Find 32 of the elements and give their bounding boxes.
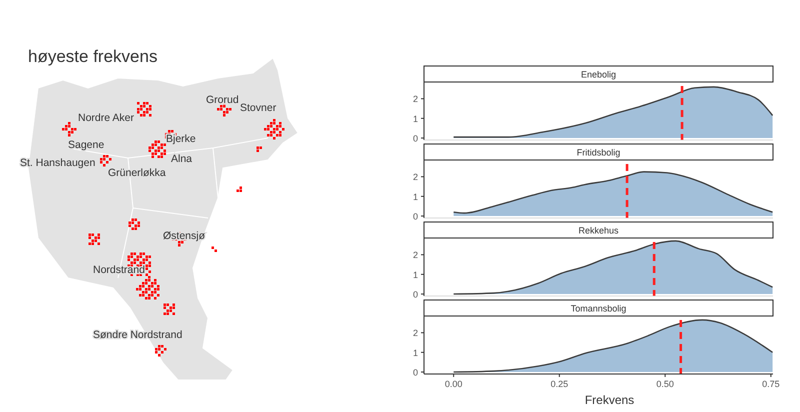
text: Nordre Aker — [78, 112, 135, 124]
x-tick-label: 0.25 — [550, 379, 568, 389]
y-tick-label: 0 — [412, 212, 418, 222]
y-tick-label: 2 — [412, 250, 418, 260]
y-tick-label: 2 — [412, 94, 418, 104]
chart-title: Rekkehus — [578, 226, 620, 236]
y-tick-label: 1 — [412, 270, 418, 280]
chart-title: Enebolig — [580, 70, 616, 80]
text: Grorud — [206, 94, 239, 106]
text: høyeste frekvens — [28, 47, 158, 66]
y-tick-label: 0 — [412, 290, 418, 300]
y-tick-label: 1 — [412, 114, 418, 124]
chart-title: Fritidsbolig — [576, 148, 620, 158]
text: Stovner — [240, 102, 277, 114]
y-tick-label: 2 — [412, 328, 418, 338]
x-tick-label: 0.50 — [656, 379, 674, 389]
text: Alna — [171, 153, 192, 165]
y-tick-label: 0 — [412, 368, 418, 378]
text: Søndre Nordstrand — [93, 329, 182, 341]
text: Grünerløkka — [108, 167, 166, 179]
chart-title: Tomannsbolig — [570, 304, 626, 314]
x-axis-title: Frekvens — [584, 393, 634, 407]
text: Bjerke — [166, 133, 196, 145]
text: Sagene — [68, 139, 104, 151]
x-tick-label: 0.75 — [762, 379, 780, 389]
y-tick-label: 1 — [412, 348, 418, 358]
text: Østensjø — [163, 230, 206, 242]
x-tick-label: 0.00 — [444, 379, 462, 389]
y-tick-label: 2 — [412, 172, 418, 182]
y-tick-label: 1 — [412, 192, 418, 202]
y-tick-label: 0 — [412, 134, 418, 144]
text: St. Hanshaugen — [20, 157, 96, 169]
